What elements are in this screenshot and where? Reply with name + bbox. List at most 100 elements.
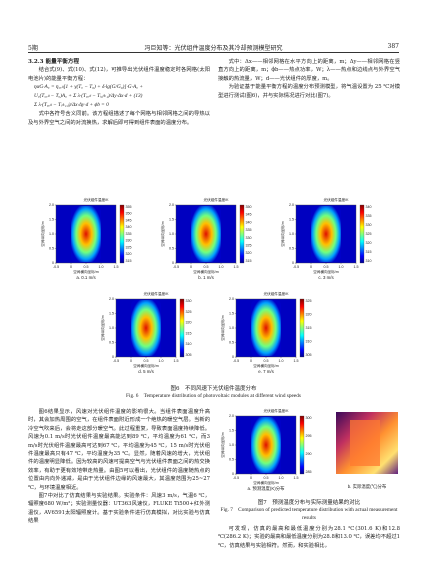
colorbar-tick-label: 290 (306, 452, 312, 456)
colorbar-tick-label: 325 (366, 232, 372, 236)
paragraph: 为验证基于能量平衡方程的温度分布预测模型，将气温设置为 25 ℃对模型进行测试(… (218, 84, 400, 99)
colorbar-tick-label: 320 (126, 252, 132, 256)
section-heading: 3.2.3 能量平衡方程 (28, 59, 80, 65)
colorbar-tick-label: 325 (246, 244, 252, 248)
colorbar-tick-label: 340 (126, 225, 132, 229)
colorbar-tick-label: 350 (246, 205, 252, 209)
y-axis-label: 空间纵向坐标/m (100, 315, 105, 341)
x-tick-label: 1.5 (354, 265, 359, 269)
panel-label: e. 7 m/s (258, 369, 274, 374)
colorbar-tick-label: 325 (306, 299, 312, 303)
colorbar-tick-label: 355 (126, 205, 132, 209)
x-axis-label: 空间横向坐标/m (133, 363, 159, 368)
colorbar-tick-label: 300 (306, 416, 312, 420)
colorbar-tick-label: 315 (366, 250, 372, 254)
colorbar-tick-label: 295 (306, 434, 312, 438)
panel-title: 光伏组件温度/K (84, 197, 110, 202)
panel-label: b. 实际温度(℃)分布 (348, 483, 387, 490)
temperature-field (311, 206, 341, 262)
y-tick-label: 0.5 (169, 246, 174, 250)
paragraph: 可发现，仿真的最高和最低温度分别为28.1 ℃(301.6 K)和12.8 ℃(… (218, 526, 400, 549)
temperature-field (131, 300, 161, 356)
x-tick-label: 1.0 (339, 265, 344, 269)
figure-caption-en: Fig. 6 Temperature distribution of photo… (126, 393, 301, 399)
y-tick-label: 1.0 (229, 326, 234, 330)
y-axis-label: 空间纵向坐标/m (280, 221, 285, 247)
figure-caption: 图7 预测温度分布与实际测量结果的对比 (257, 500, 361, 506)
equation: ηαG·A꜀ = η꜀ₑₗₗ[1 + γ(T꜀ − T₀) + δ·lg(G/G… (34, 84, 143, 91)
colorbar-tick-label: 350 (126, 212, 132, 216)
x-tick-label: 1.5 (294, 359, 299, 363)
y-tick-label: 1.0 (49, 232, 54, 236)
x-tick-label: 0 (70, 265, 72, 269)
x-tick-label: 1.0 (159, 359, 164, 363)
y-tick-label: 1.5 (109, 311, 114, 315)
x-tick-label: 1.0 (279, 476, 284, 480)
colorbar-tick-label: 335 (366, 214, 372, 218)
y-tick-label: 2.0 (289, 203, 294, 207)
thermal-module (350, 420, 380, 466)
colorbar-tick-label: 335 (246, 228, 252, 232)
y-tick-label: 1.5 (289, 217, 294, 221)
y-tick-label: 0 (292, 261, 294, 265)
colorbar (359, 204, 365, 264)
x-tick-label: 0.5 (324, 265, 329, 269)
x-axis-label: 空间横向坐标/m (253, 363, 279, 368)
x-tick-label: 0.5 (204, 265, 209, 269)
y-tick-label: 0 (232, 355, 234, 359)
panel-title: 光伏组件温度/K (324, 197, 350, 202)
colorbar (179, 298, 185, 358)
panel-label: a. 预测温度(K)分布 (247, 485, 285, 492)
colorbar-tick-label: 340 (366, 205, 372, 209)
paragraph: 图7中对比了仿真结果与实验结果。实验条件：风速3 m/s，气温6 ℃，辐照度68… (28, 493, 210, 525)
x-axis-label: 空间横向坐标/m (73, 269, 99, 274)
y-tick-label: 0 (112, 355, 114, 359)
equation: Σ λ·(T꜀ₑₗₗ − Tᵢ±₁,ⱼ)/Δx·Δy·d + ϕb = 0 (34, 102, 109, 109)
colorbar-tick-label: 320 (186, 321, 192, 325)
y-tick-label: 0.5 (229, 340, 234, 344)
colorbar-tick-label: 330 (246, 236, 252, 240)
panel-label: d. 5 m/s (138, 369, 154, 374)
y-tick-label: 0.5 (109, 340, 114, 344)
issue: 5期 (28, 45, 38, 52)
x-tick-label: 1.5 (114, 265, 119, 269)
x-tick-label: -0.5 (173, 265, 179, 269)
y-tick-label: 1.5 (169, 217, 174, 221)
y-tick-label: 1.5 (229, 428, 234, 432)
figure-6: 光伏组件温度/K-0.5 0 0.5 1.0 1.500.51.01.52.0空间横向坐… (40, 197, 372, 374)
y-tick-label: 0.5 (229, 457, 234, 461)
colorbar-tick-label: 330 (186, 299, 192, 303)
y-tick-label: 1.0 (289, 232, 294, 236)
colorbar-tick-label: 325 (186, 310, 192, 314)
x-tick-label: -0.5 (293, 265, 299, 269)
panel-label: a. 0.1 m/s (76, 275, 96, 280)
x-tick-label: 0.5 (84, 265, 89, 269)
right-bottom-column: 可发现，仿真的最高和最低温度分别为28.1 ℃(301.6 K)和12.8 ℃(… (218, 525, 400, 567)
y-axis-label: 空间纵向坐标/m (40, 221, 45, 247)
y-tick-label: 1.0 (169, 232, 174, 236)
x-tick-label: 0 (310, 265, 312, 269)
x-tick-label: 1.5 (294, 476, 299, 480)
y-tick-label: 1.5 (229, 311, 234, 315)
paragraph: 图6结果显示，风速对光伏组件温度的影响很大。当组件表面温度升高时，其会加热周围的… (28, 409, 210, 491)
colorbar-tick-label: 320 (366, 241, 372, 245)
panel-label: c. 3 m/s (318, 275, 334, 280)
y-axis-label: 空间纵向坐标/m (220, 315, 225, 341)
colorbar-tick-label: 320 (306, 312, 312, 316)
x-tick-label: -0.5 (233, 476, 239, 480)
colorbar (299, 298, 305, 358)
y-tick-label: 2.0 (49, 203, 54, 207)
colorbar-tick-label: 320 (246, 251, 252, 255)
y-tick-label: 1.0 (229, 443, 234, 447)
temperature-field (251, 300, 281, 356)
temperature-field (191, 206, 221, 262)
y-tick-label: 0.5 (289, 246, 294, 250)
x-tick-label: 1.0 (279, 359, 284, 363)
y-tick-label: 0 (232, 472, 234, 476)
paragraph: 式中各符号含义同前。该方程组描述了每个网格与相邻网格之间的导热以及与外界空气之间… (28, 111, 210, 126)
colorbar-tick-label: 310 (366, 259, 372, 263)
colorbar-tick-label: 310 (306, 339, 312, 343)
x-tick-label: 1.0 (99, 265, 104, 269)
paragraph: 式中：Δx——相邻网格在水平方向上的距离，m；Δy——相邻网格在竖直方向上的距离… (218, 59, 400, 82)
